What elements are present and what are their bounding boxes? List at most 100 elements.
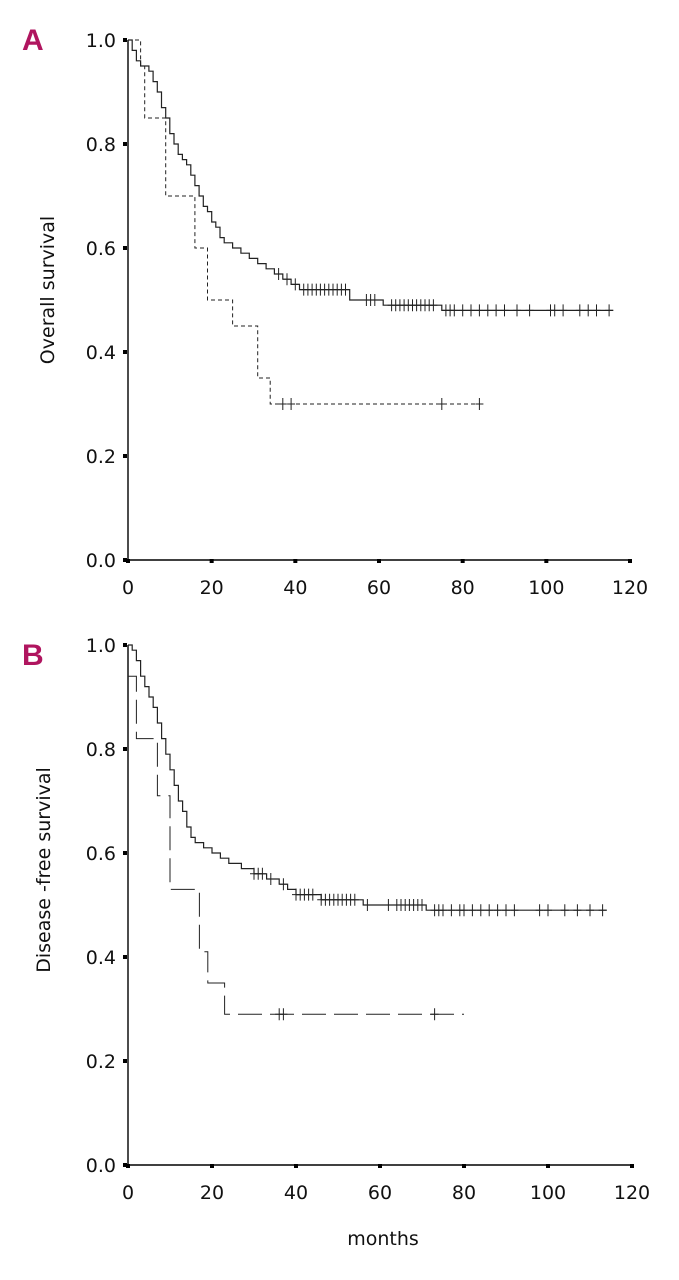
y-tick-mark	[123, 1059, 127, 1063]
x-tick-label: 20	[200, 1182, 224, 1204]
x-tick-mark	[460, 559, 465, 563]
censor-mark	[573, 904, 582, 917]
x-tick-mark	[544, 559, 549, 563]
censor-mark	[592, 304, 601, 317]
y-tick-mark	[123, 1163, 127, 1167]
censor-mark	[384, 899, 393, 911]
censor-mark	[485, 904, 494, 917]
y-axis-title: Disease -free survival	[33, 767, 55, 973]
censor-mark	[279, 1008, 288, 1021]
x-tick-mark	[209, 559, 214, 563]
censor-mark	[437, 398, 446, 410]
y-tick-label: 0.8	[86, 739, 116, 761]
y-tick-label: 1.0	[86, 30, 116, 52]
censor-mark	[493, 904, 502, 917]
censor-mark	[535, 904, 544, 917]
y-tick-mark	[123, 955, 127, 959]
censor-mark	[513, 304, 521, 317]
y-tick-mark	[123, 38, 127, 42]
censor-mark	[430, 1008, 439, 1021]
censor-mark	[274, 268, 283, 280]
x-tick-label: 80	[451, 577, 475, 599]
y-tick-mark	[123, 643, 127, 647]
y-tick-label: 0.0	[86, 550, 116, 572]
x-tick-label: 100	[528, 577, 564, 599]
censor-mark	[363, 899, 372, 911]
y-tick-mark	[123, 851, 127, 855]
solid-survival-curve	[128, 39, 614, 311]
x-tick-mark	[294, 1164, 298, 1168]
censor-mark	[278, 398, 287, 410]
x-tick-mark	[462, 1164, 466, 1168]
y-tick-label: 0.6	[86, 843, 116, 865]
x-tick-label: 40	[283, 577, 307, 599]
x-tick-mark	[377, 559, 381, 563]
censor-mark	[258, 867, 267, 880]
censor-mark	[560, 904, 569, 917]
y-tick-label: 0.0	[86, 1155, 116, 1177]
x-tick-label: 80	[452, 1182, 476, 1204]
censor-mark	[544, 904, 552, 917]
censor-mark	[279, 878, 288, 891]
x-tick-label: 120	[614, 1182, 650, 1204]
y-tick-mark	[123, 246, 127, 250]
censor-mark	[605, 304, 614, 317]
censor-mark	[447, 904, 456, 917]
censor-mark	[283, 273, 291, 286]
x-tick-label: 60	[367, 577, 391, 599]
censor-mark	[439, 904, 447, 917]
x-tick-label: 120	[612, 577, 648, 599]
x-tick-mark	[628, 559, 632, 563]
x-tick-label: 0	[122, 577, 134, 599]
x-tick-mark	[126, 1164, 130, 1168]
censor-mark	[598, 904, 607, 917]
x-tick-mark	[546, 1164, 550, 1168]
censor-mark	[559, 304, 568, 317]
censor-mark	[492, 304, 501, 317]
dashed-survival-curve	[128, 675, 464, 1015]
censor-mark	[350, 893, 359, 906]
x-tick-mark	[378, 1164, 382, 1168]
y-tick-label: 0.4	[86, 947, 116, 969]
y-tick-label: 0.2	[86, 1051, 116, 1073]
x-tick-mark	[630, 1164, 634, 1168]
panel-a: A Overall survival 0.0 0.2 0.4 0.6 0.8 1.0 0 20…	[22, 24, 648, 599]
x-tick-mark	[210, 1164, 214, 1168]
x-axis-title: months	[347, 1228, 419, 1250]
censor-mark	[550, 304, 559, 317]
y-tick-mark	[123, 350, 127, 354]
censor-mark	[475, 398, 484, 410]
censor-mark	[458, 304, 467, 317]
y-axis-title: Overall survival	[37, 216, 59, 364]
x-tick-mark	[293, 559, 298, 563]
censor-mark	[418, 899, 426, 911]
censor-mark	[502, 904, 510, 917]
censor-mark	[308, 888, 317, 901]
censor-mark	[266, 873, 275, 885]
y-tick-label: 1.0	[86, 635, 116, 657]
panel-letter: A	[22, 24, 44, 57]
x-tick-label: 40	[284, 1182, 308, 1204]
panel-letter: B	[22, 639, 44, 672]
censor-mark	[476, 904, 485, 917]
x-tick-mark	[126, 559, 130, 563]
y-tick-mark	[123, 142, 127, 146]
y-tick-label: 0.4	[86, 342, 116, 364]
y-tick-mark	[123, 747, 127, 751]
x-tick-label: 60	[368, 1182, 392, 1204]
censor-mark	[510, 904, 519, 917]
y-tick-mark	[123, 558, 127, 562]
censor-mark	[450, 304, 459, 317]
censor-mark	[475, 304, 484, 317]
censor-mark	[460, 904, 468, 917]
x-tick-label: 100	[530, 1182, 566, 1204]
censor-mark	[429, 299, 438, 312]
censor-mark	[467, 304, 475, 317]
y-tick-label: 0.6	[86, 238, 116, 260]
censor-mark	[370, 294, 379, 306]
censor-mark	[341, 283, 350, 296]
censor-mark	[468, 904, 477, 917]
solid-survival-curve	[128, 644, 607, 911]
censor-mark	[584, 304, 593, 317]
